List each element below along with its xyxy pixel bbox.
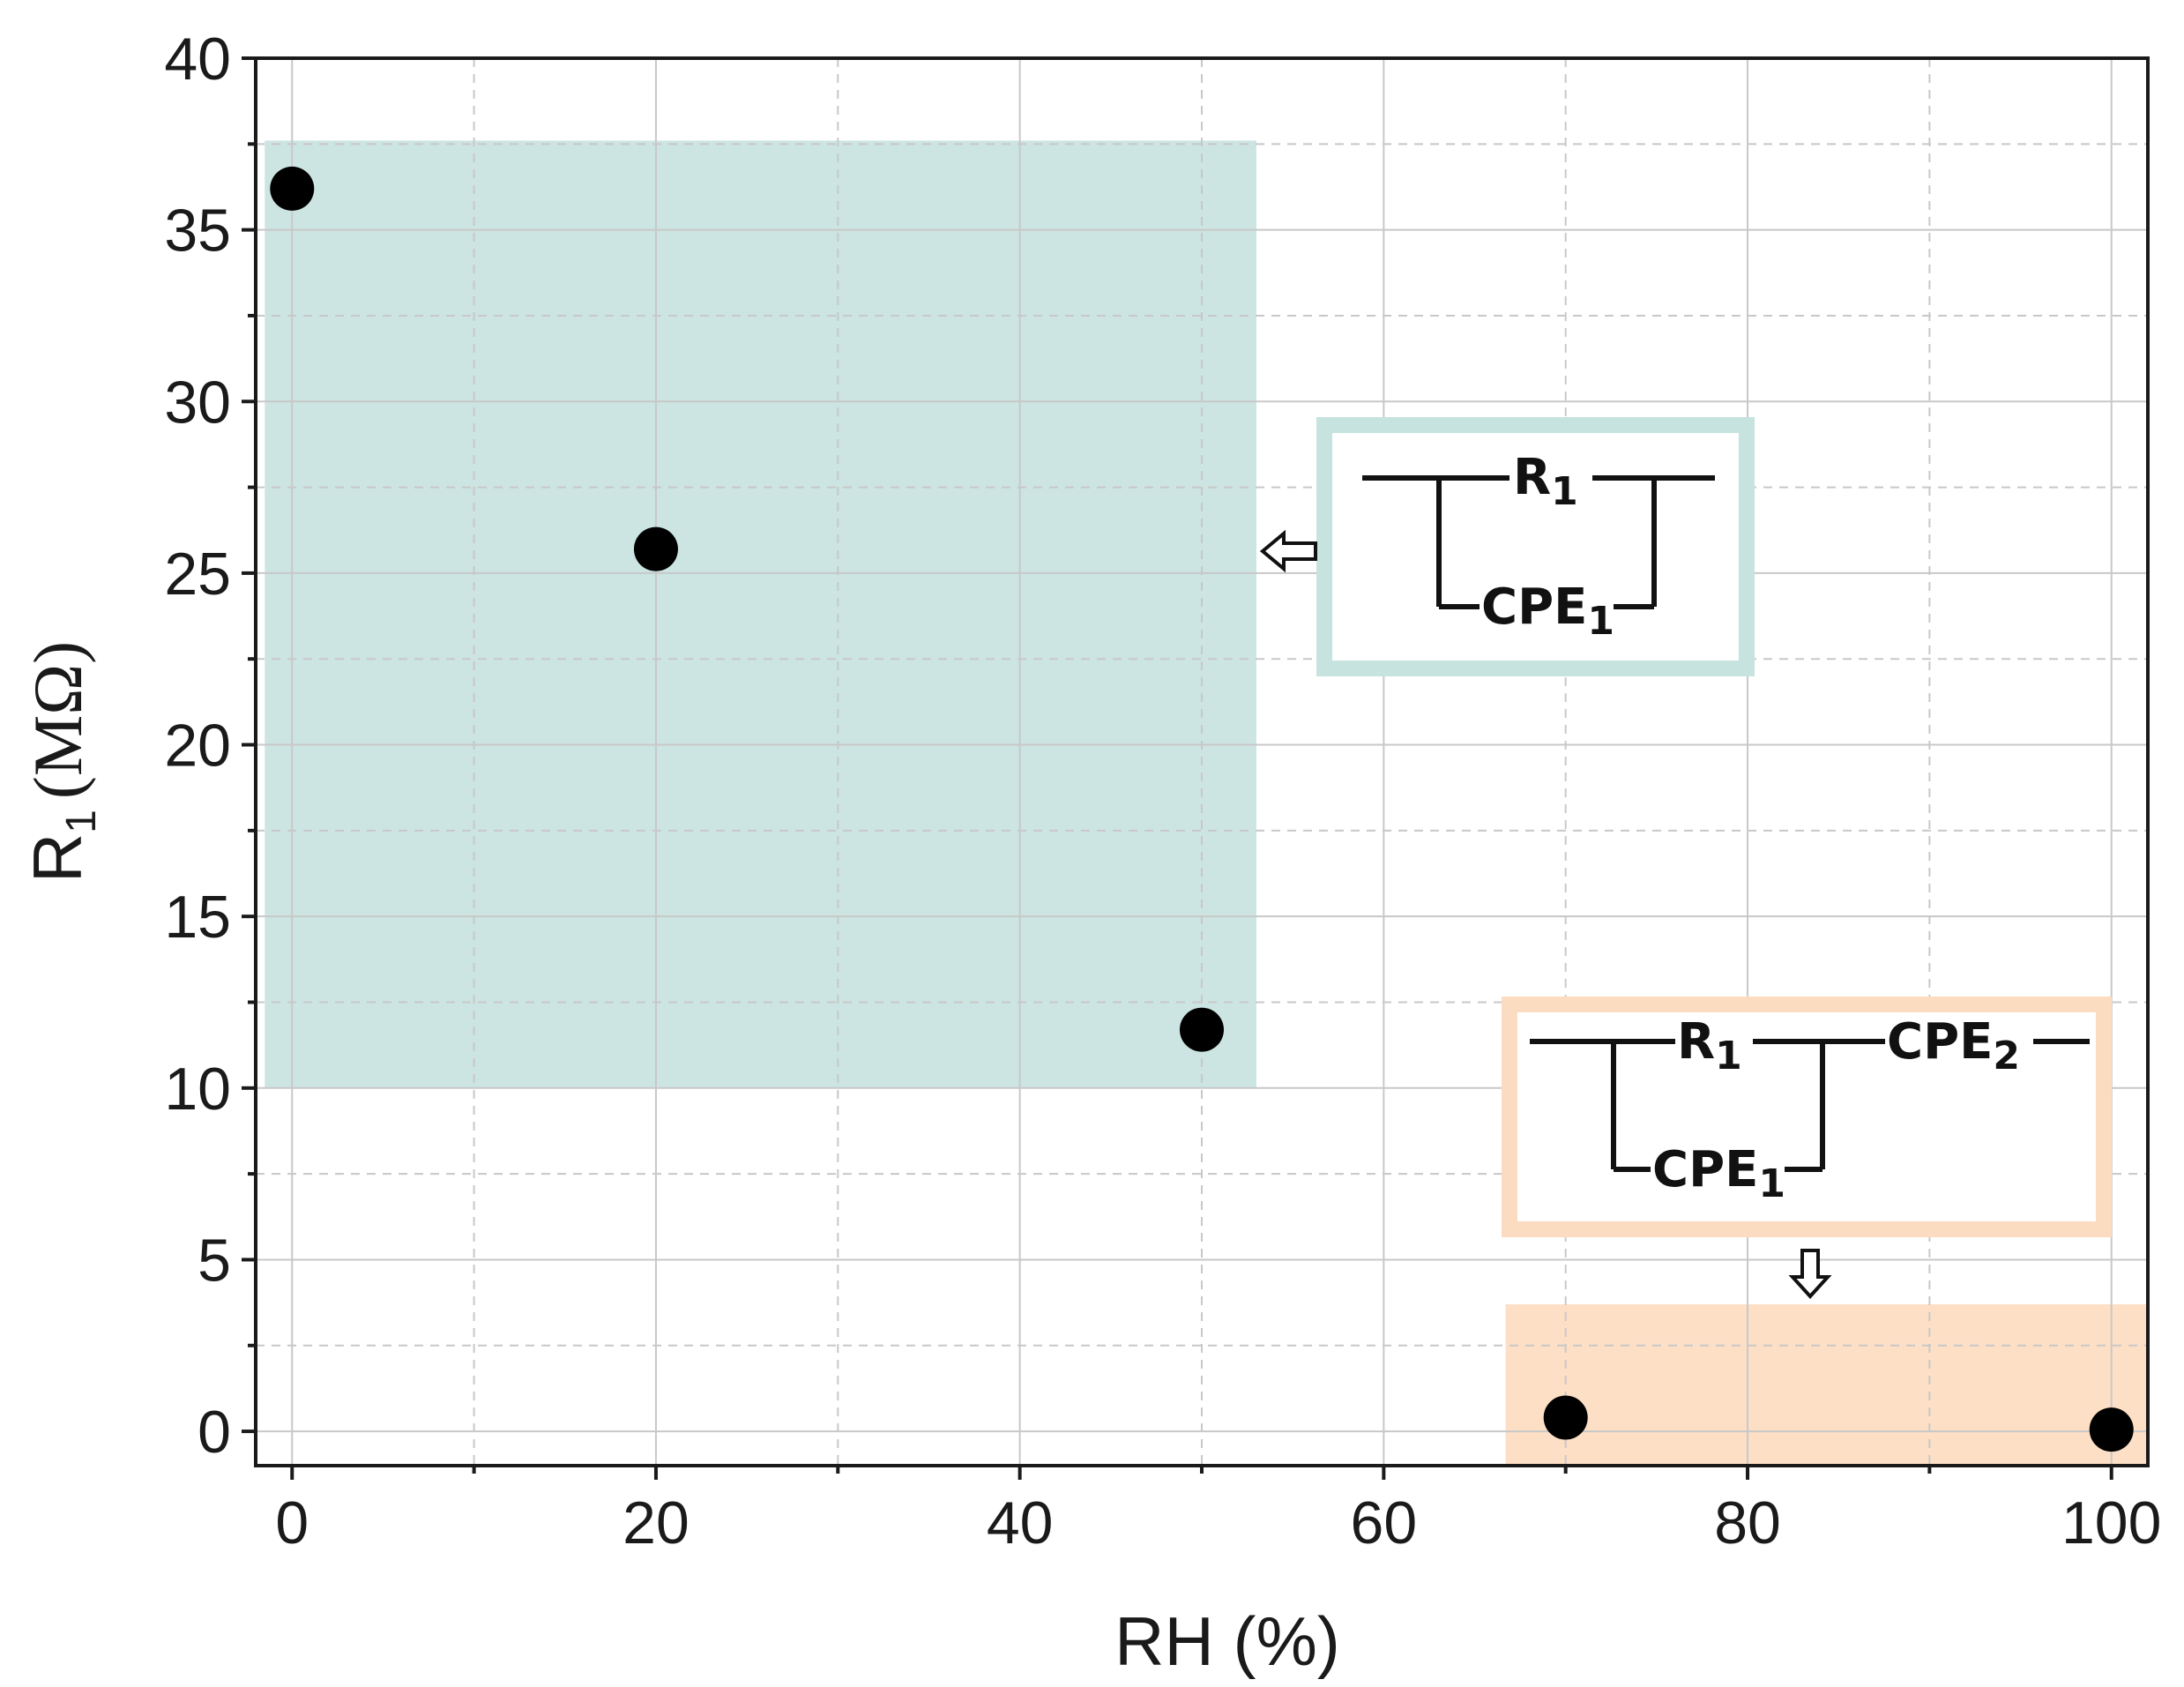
circuit-2-cpe2-main: CPE [1887,1013,1993,1071]
x-tick-label: 80 [1714,1489,1781,1556]
x-axis-title: RH (%) [1114,1602,1340,1680]
circuit-1-cpe-label: CPE1 [1481,579,1614,644]
circuit-2-wires [1530,1039,2090,1172]
circuit-1-r-sub: 1 [1551,469,1578,514]
x-tick-label: 100 [2061,1489,2161,1556]
y-tick-label: 0 [198,1399,231,1466]
tick-labels: 0 20 40 60 80 100 0 5 10 15 20 25 30 35 40 [164,26,2161,1556]
circuit-2-cpe2-label: CPE2 [1887,1013,2020,1079]
circuit-1-cpe-sub: 1 [1587,599,1614,644]
circuit-2-cpe1-label: CPE1 [1652,1141,1785,1206]
x-tick-label: 60 [1351,1489,1418,1556]
y-tick-label: 30 [164,369,231,436]
circuit-1-cpe-main: CPE [1481,579,1587,636]
x-tick-label: 20 [622,1489,689,1556]
circuit-inset-1: R1 CPE1 [1316,417,1755,676]
circuit-1-wires [1362,475,1715,609]
y-axis-title: R1 (MΩ) [19,641,105,883]
data-point [270,166,315,211]
data-point [1180,1007,1224,1052]
y-axis-title-main: R [19,833,96,883]
y-tick-label: 35 [164,198,231,265]
data-point [633,526,678,571]
data-point [2089,1407,2134,1452]
y-tick-label: 15 [164,884,231,951]
data-points [270,166,2134,1452]
y-tick-label: 10 [164,1056,231,1123]
plot-frame [254,56,2150,1467]
y-tick-label: 5 [198,1227,231,1294]
left-arrow-icon [1259,529,1317,573]
circuit-inset-2: R1 CPE1 CPE2 [1502,997,2112,1237]
down-arrow-icon [1788,1249,1832,1299]
circuit-2-r-main: R [1677,1013,1715,1071]
circuit-1-r-label: R1 [1513,449,1578,514]
circuit-2-r-label: R1 [1677,1013,1742,1079]
y-axis-title-unit: (MΩ) [19,641,96,799]
y-tick-label: 40 [164,26,231,93]
y-tick-label: 25 [164,541,231,608]
circuit-2-cpe1-main: CPE [1652,1141,1758,1198]
y-axis-title-sub: 1 [58,810,105,833]
axis-ticks [242,56,2113,1480]
circuit-inset-1-border [1316,417,1755,676]
circuit-2-cpe2-sub: 2 [1993,1034,2020,1079]
y-tick-label: 20 [164,713,231,780]
circuit-1-r-main: R [1513,449,1551,506]
region-1 [265,140,1256,1088]
circuit-2-cpe1-sub: 1 [1758,1161,1785,1206]
highlight-regions [265,140,2148,1466]
x-tick-label: 0 [275,1489,309,1556]
x-tick-label: 40 [987,1489,1054,1556]
circuit-2-r-sub: 1 [1715,1034,1742,1079]
data-point [1543,1395,1588,1440]
region-2 [1505,1304,2148,1466]
